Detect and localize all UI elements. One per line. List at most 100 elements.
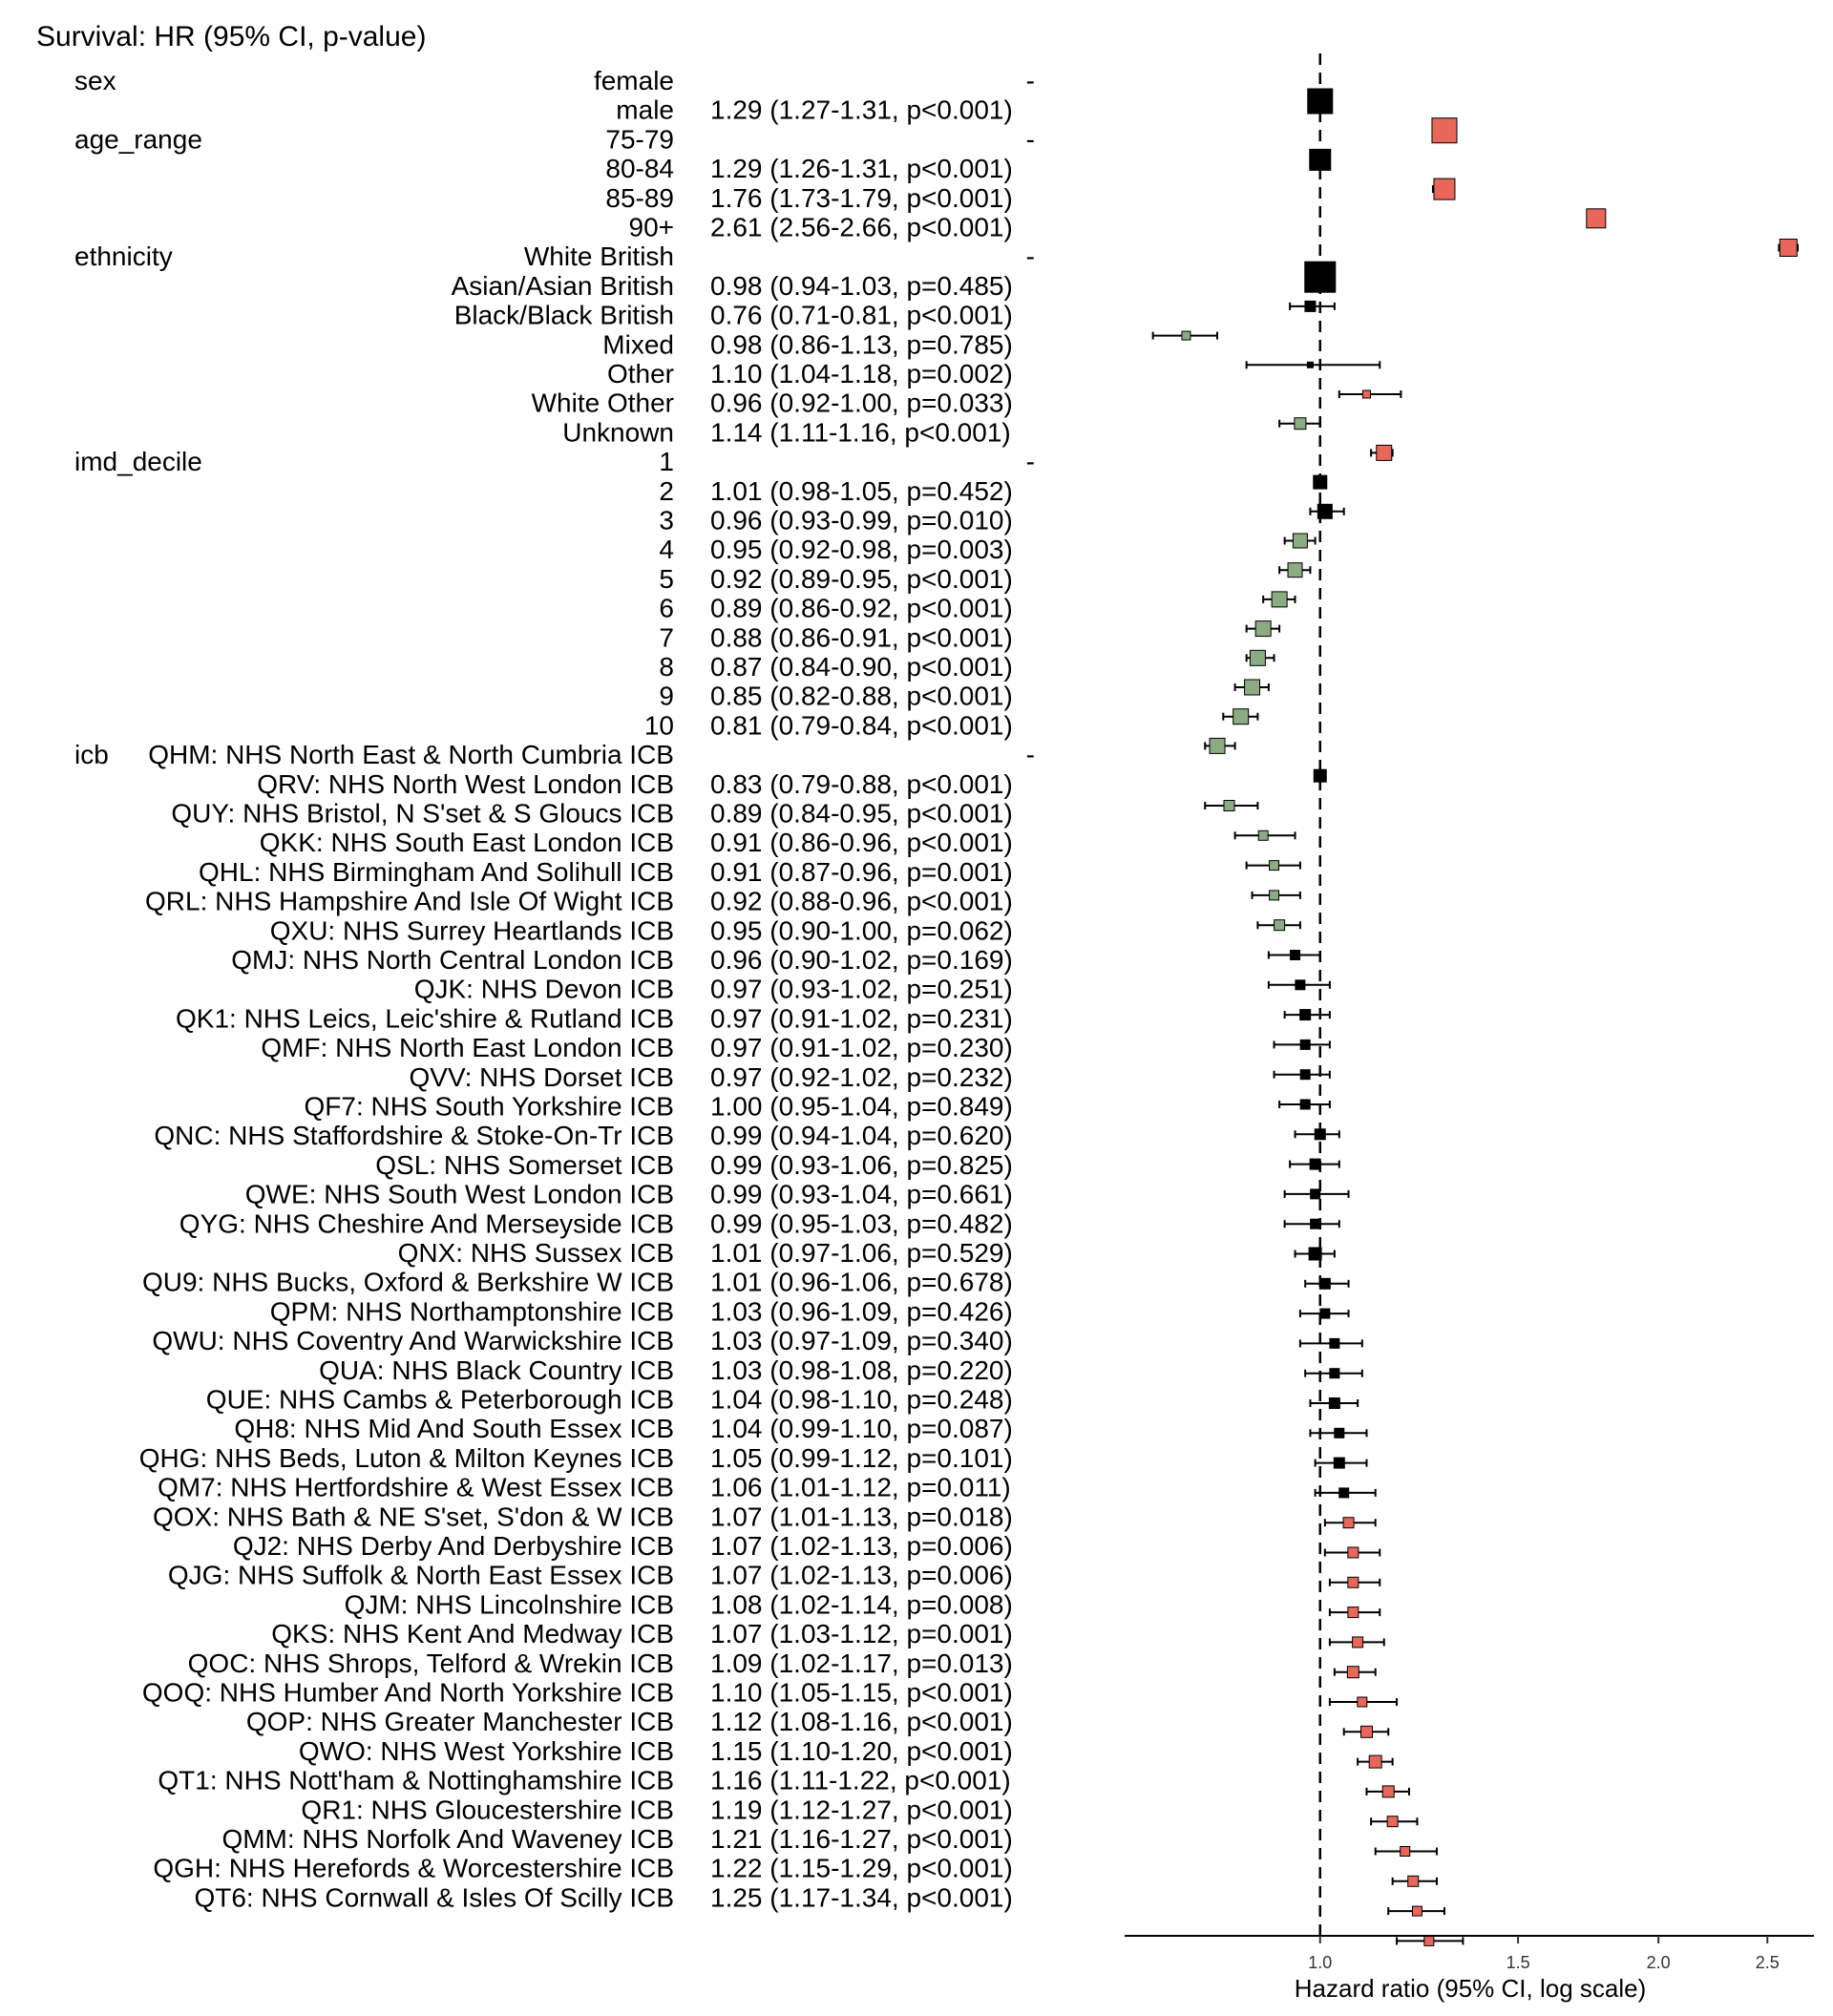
- hr-text: 0.95 (0.92-0.98, p=0.003): [710, 535, 1013, 564]
- x-axis: 1.0 1.5 2.0 2.5: [1125, 1935, 1814, 1972]
- x-tick-label: 1.0: [1308, 1953, 1332, 1972]
- hr-point: [1381, 1785, 1395, 1798]
- level-label: QMM: NHS Norfolk And Waveney ICB: [221, 1824, 674, 1854]
- hr-text: 1.14 (1.11-1.16, p<0.001): [710, 417, 1011, 447]
- hr-text: 0.97 (0.92-1.02, p=0.232): [710, 1062, 1013, 1092]
- level-label: male: [616, 95, 674, 125]
- hr-point: [1249, 649, 1266, 666]
- hr-point: [1342, 1517, 1355, 1529]
- level-label: QRL: NHS Hampshire And Isle Of Wight ICB: [145, 887, 674, 916]
- hr-point: [1269, 890, 1280, 901]
- level-label: 6: [659, 594, 674, 623]
- level-label: 8: [659, 652, 674, 682]
- level-label: QKK: NHS South East London ICB: [260, 828, 674, 857]
- hr-text: 1.19 (1.12-1.27, p<0.001): [710, 1795, 1013, 1824]
- hr-text: 0.76 (0.71-0.81, p<0.001): [710, 301, 1013, 330]
- hr-point: [1361, 389, 1371, 399]
- level-label: Mixed: [602, 329, 674, 359]
- level-label: QOX: NHS Bath & NE S'set, S'don & W ICB: [153, 1502, 674, 1531]
- hr-text: 1.05 (0.99-1.12, p=0.101): [710, 1443, 1013, 1473]
- hr-text: 0.83 (0.79-0.88, p<0.001): [710, 769, 1013, 799]
- x-tick-label: 2.0: [1647, 1953, 1671, 1972]
- x-tick-label: 1.5: [1506, 1953, 1530, 1972]
- hr-text: 1.01 (0.96-1.06, p=0.678): [710, 1268, 1013, 1297]
- level-label: 2: [659, 476, 674, 506]
- hr-text: 0.99 (0.95-1.03, p=0.482): [710, 1208, 1013, 1238]
- level-label: QMF: NHS North East London ICB: [261, 1033, 674, 1062]
- hr-text: 1.10 (1.04-1.18, p=0.002): [710, 359, 1013, 388]
- level-label: 10: [644, 710, 674, 740]
- level-label: QT6: NHS Cornwall & Isles Of Scilly ICB: [194, 1882, 674, 1912]
- level-label: 90+: [629, 213, 675, 242]
- hr-text: 0.87 (0.84-0.90, p<0.001): [710, 652, 1013, 682]
- hr-point: [1233, 708, 1250, 725]
- hr-point: [1181, 330, 1191, 341]
- hr-point: [1310, 1188, 1321, 1200]
- level-label: QPM: NHS Northamptonshire ICB: [270, 1296, 674, 1326]
- variable-label: age_range: [74, 124, 202, 154]
- hr-point: [1328, 1397, 1340, 1409]
- level-label: QWO: NHS West Yorkshire ICB: [299, 1736, 674, 1766]
- level-label: Other: [607, 359, 674, 388]
- hr-point: [1431, 117, 1458, 144]
- hr-text: 1.29 (1.27-1.31, p<0.001): [710, 95, 1013, 125]
- hr-text: 0.88 (0.86-0.91, p<0.001): [710, 622, 1013, 652]
- level-label: QJK: NHS Devon ICB: [414, 975, 674, 1004]
- hr-text: 1.03 (0.97-1.09, p=0.340): [710, 1326, 1013, 1355]
- level-label: 5: [659, 564, 674, 594]
- level-label: Asian/Asian British: [452, 271, 674, 301]
- hr-point: [1586, 208, 1607, 229]
- level-label: QHL: NHS Birmingham And Solihull ICB: [199, 857, 674, 887]
- hr-text: 1.00 (0.95-1.04, p=0.849): [710, 1092, 1013, 1122]
- level-label: QUA: NHS Black Country ICB: [319, 1355, 674, 1385]
- hr-point: [1329, 1368, 1340, 1379]
- hr-text: 0.89 (0.84-0.95, p<0.001): [710, 799, 1013, 829]
- hr-point: [1287, 562, 1303, 578]
- hr-point: [1308, 1247, 1322, 1261]
- plot-area: [1151, 53, 1799, 1946]
- hr-point: [1347, 1576, 1359, 1588]
- hr-point: [1274, 919, 1286, 932]
- hr-text: 0.97 (0.91-1.02, p=0.230): [710, 1033, 1013, 1062]
- level-label: 1: [659, 447, 674, 476]
- hr-text: 1.09 (1.02-1.17, p=0.013): [710, 1648, 1013, 1678]
- level-label: 3: [659, 506, 674, 536]
- level-label: QNX: NHS Sussex ICB: [398, 1238, 674, 1268]
- hr-point: [1299, 1069, 1311, 1081]
- level-label: QKS: NHS Kent And Medway ICB: [271, 1619, 674, 1648]
- hr-point: [1299, 1099, 1311, 1110]
- hr-text: 1.16 (1.11-1.22, p<0.001): [710, 1766, 1011, 1796]
- hr-text: 0.96 (0.90-1.02, p=0.169): [710, 945, 1013, 975]
- row-labels: sex female - male 1.29 (1.27-1.31, p<0.001) a…: [74, 66, 1035, 1912]
- hr-point: [1299, 1039, 1311, 1050]
- hr-text: 0.99 (0.93-1.04, p=0.661): [710, 1180, 1013, 1209]
- hr-point: [1329, 1337, 1340, 1349]
- hr-point: [1400, 1846, 1411, 1857]
- hr-text: 0.95 (0.90-1.00, p=0.062): [710, 915, 1013, 945]
- x-axis-label: Hazard ratio (95% CI, log scale): [1295, 1974, 1646, 2003]
- hr-point: [1306, 361, 1314, 368]
- level-label: QWU: NHS Coventry And Warwickshire ICB: [152, 1326, 674, 1355]
- hr-point: [1310, 1218, 1321, 1229]
- hr-text: 0.98 (0.86-1.13, p=0.785): [710, 329, 1013, 359]
- hr-point: [1386, 1816, 1399, 1828]
- hr-point: [1411, 1905, 1422, 1917]
- hr-text: 1.01 (0.98-1.05, p=0.452): [710, 476, 1013, 506]
- hr-point: [1376, 444, 1393, 461]
- hr-point: [1346, 1666, 1359, 1679]
- level-label: QJM: NHS Lincolnshire ICB: [345, 1589, 674, 1619]
- level-label: 7: [659, 622, 674, 652]
- hr-point: [1254, 620, 1272, 638]
- level-label: QK1: NHS Leics, Leic'shire & Rutland ICB: [176, 1003, 674, 1033]
- hr-text: 1.21 (1.16-1.27, p<0.001): [710, 1824, 1013, 1854]
- hr-point: [1294, 417, 1307, 430]
- hr-point: [1271, 591, 1288, 608]
- level-label: QSL: NHS Somerset ICB: [375, 1150, 674, 1180]
- level-label: female: [594, 66, 674, 95]
- hr-text: 1.25 (1.17-1.34, p<0.001): [710, 1882, 1013, 1912]
- level-label: QR1: NHS Gloucestershire ICB: [301, 1795, 674, 1824]
- hr-text: 0.98 (0.94-1.03, p=0.485): [710, 271, 1013, 301]
- level-label: QXU: NHS Surrey Heartlands ICB: [270, 915, 674, 945]
- hr-point: [1223, 800, 1235, 811]
